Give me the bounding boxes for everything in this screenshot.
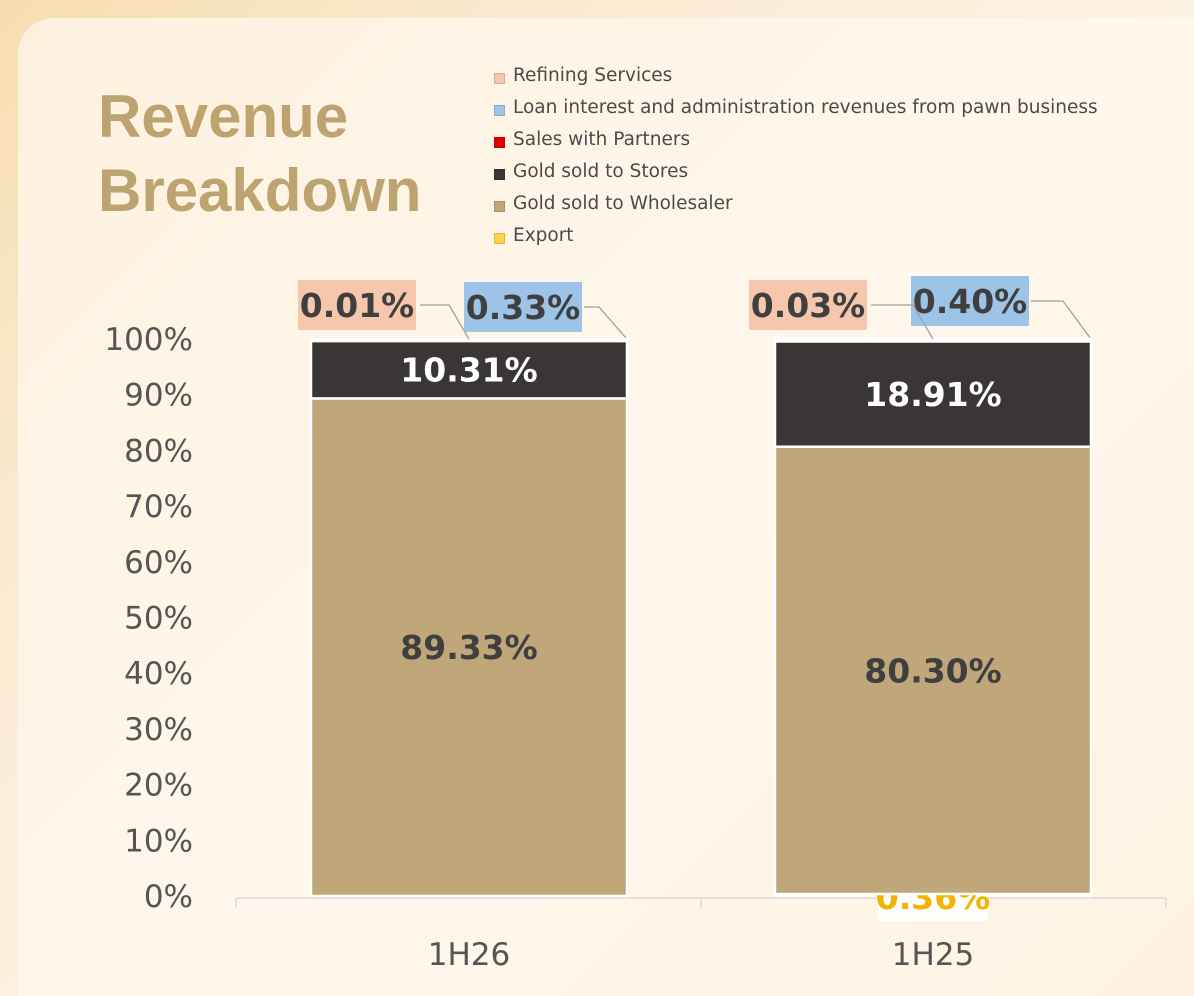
y-tick-label: 30% <box>124 712 193 748</box>
legend-label-gold-sold-to-wholesaler: Gold sold to Wholesaler <box>513 193 733 214</box>
y-tick-label: 0% <box>144 879 193 915</box>
data-label: 18.91% <box>864 375 1001 414</box>
legend-swatch-gold-sold-to-wholesaler <box>494 201 505 212</box>
bar-segment-gold-sold-to-wholesaler-1h25 <box>773 445 1093 896</box>
y-tick-label: 80% <box>124 433 193 469</box>
title-line-2: Breakdown <box>98 157 422 224</box>
y-tick-label: 60% <box>124 545 193 581</box>
x-tick-label: 1H26 <box>428 937 510 973</box>
bar-segment-gold-sold-to-stores-1h25 <box>773 340 1093 448</box>
y-tick-label: 40% <box>124 656 193 692</box>
data-label-box <box>911 276 1029 326</box>
data-label: 0.33% <box>466 288 581 327</box>
legend-swatch-gold-sold-to-stores <box>494 169 505 180</box>
data-label: 0.03% <box>751 286 866 325</box>
bar-segment-refining-services-1h25 <box>773 337 1093 341</box>
legend-label-pawn-business: Loan interest and administration revenue… <box>513 97 1098 118</box>
y-tick-label: 70% <box>124 489 193 525</box>
data-label: 0.40% <box>913 282 1028 321</box>
leader-line <box>420 304 470 340</box>
legend-label-sales-with-partners: Sales with Partners <box>513 129 691 150</box>
legend-swatch-export <box>494 233 505 244</box>
legend-swatch-pawn-business <box>494 105 505 116</box>
bar-segment-gold-sold-to-stores-1h26 <box>309 339 629 400</box>
y-tick-label: 50% <box>124 601 193 637</box>
legend-swatch-sales-with-partners <box>494 137 505 148</box>
data-label-box <box>749 280 867 330</box>
y-tick-label: 10% <box>124 823 193 859</box>
legend-swatch-refining-services <box>494 73 505 84</box>
y-tick-label: 100% <box>104 322 193 358</box>
data-label-box <box>298 280 416 330</box>
data-label: 0.01% <box>300 286 415 325</box>
bar-segment-gold-sold-to-wholesaler-1h26 <box>309 397 629 898</box>
data-label: 89.33% <box>400 628 537 667</box>
title-line-1: Revenue <box>98 83 349 150</box>
leader-line <box>584 306 628 340</box>
legend-label-gold-sold-to-stores: Gold sold to Stores <box>513 161 689 182</box>
leader-line <box>1031 300 1092 340</box>
bar-segment-refining-services-1h26 <box>309 337 629 341</box>
x-tick-label: 1H25 <box>892 937 974 973</box>
chart-title: Revenue Breakdown <box>98 80 421 228</box>
data-label-box <box>464 282 582 332</box>
leader-line <box>871 304 934 340</box>
y-tick-label: 20% <box>124 768 193 804</box>
data-label: 80.30% <box>864 651 1001 690</box>
y-tick-label: 90% <box>124 378 193 414</box>
legend-label-export: Export <box>513 225 574 246</box>
data-label: 10.31% <box>400 351 537 390</box>
legend-label-refining-services: Refining Services <box>513 65 673 86</box>
